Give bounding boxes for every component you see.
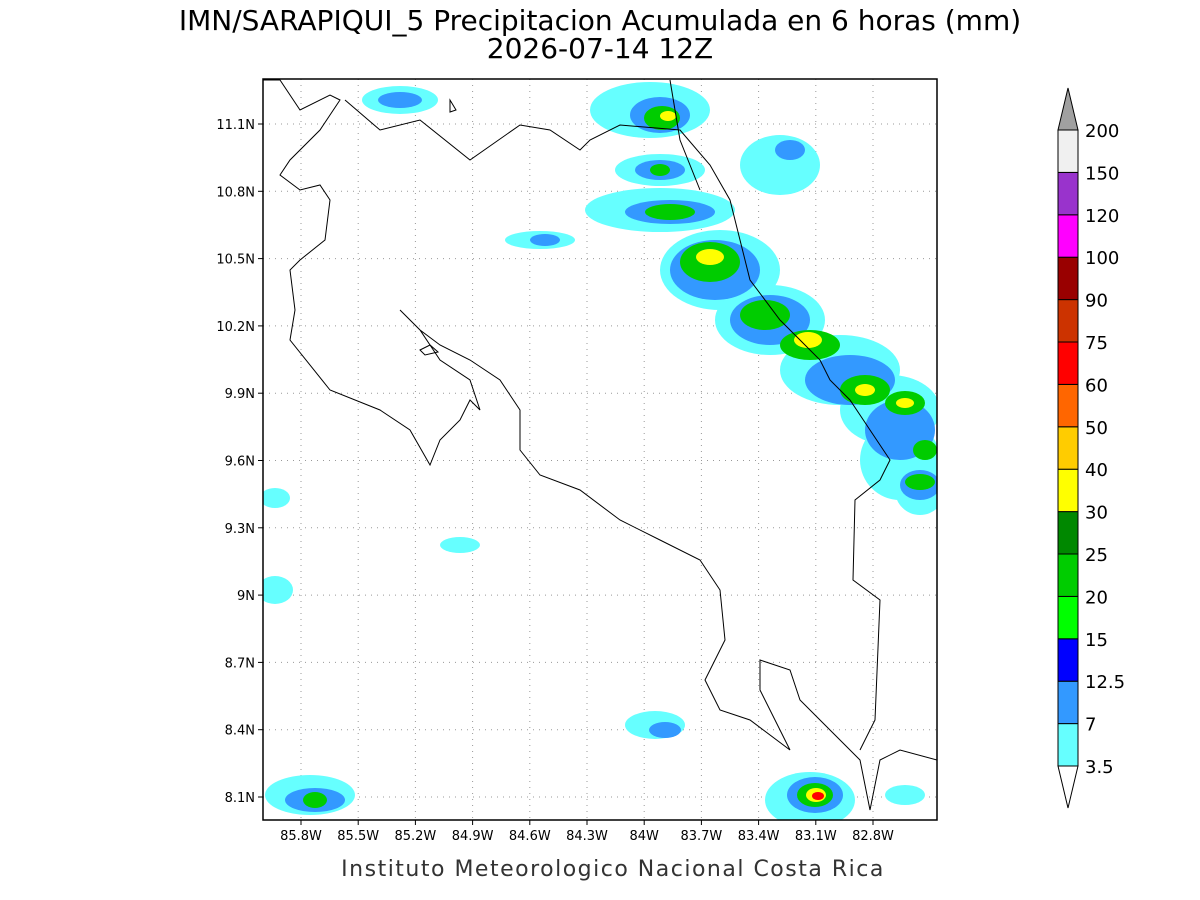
lon-label: 84W: [629, 829, 659, 844]
colorbar-box: [1057, 299, 1079, 343]
colorbar-label: 25: [1085, 545, 1108, 566]
grid: 11.1N 10.8N 10.5N 10.2N 9.9N 9.6N 9.3N 9N 8.7N 8.…: [216, 79, 937, 844]
colorbar-box: [1057, 129, 1079, 173]
lon-label: 83.1W: [795, 829, 837, 844]
lat-label: 9.9N: [225, 387, 255, 402]
colorbar-box: [1057, 256, 1079, 301]
colorbar-box: [1057, 468, 1079, 513]
coastline: [263, 79, 937, 811]
lon-label: 82.8W: [852, 829, 894, 844]
lat-label: 8.4N: [225, 724, 255, 739]
colorbar-box: [1057, 680, 1079, 725]
colorbar-label: 150: [1085, 163, 1119, 184]
colorbar-box: [1057, 511, 1079, 555]
lon-label: 84.3W: [566, 829, 608, 844]
colorbar-box: [1057, 638, 1079, 682]
title: IMN/SARAPIQUI_5 Precipitacion Acumulada …: [179, 4, 1021, 37]
precipitation: [263, 82, 937, 820]
colorbar-box: [1057, 383, 1079, 428]
lon-label: 85.5W: [337, 829, 379, 844]
lat-label: 8.1N: [225, 791, 255, 806]
colorbar-box: [1057, 171, 1079, 216]
colorbar-label: 20: [1085, 587, 1108, 608]
colorbar-label: 75: [1085, 333, 1108, 354]
colorbar-box: [1057, 553, 1079, 597]
colorbar-label: 12.5: [1085, 672, 1125, 693]
lon-label: 84.9W: [452, 829, 494, 844]
lat-label: 11.1N: [216, 118, 255, 133]
colorbar-label: 60: [1085, 375, 1108, 396]
colorbar-label: 40: [1085, 460, 1108, 481]
lat-label: 10.8N: [216, 185, 255, 200]
lat-label: 9.3N: [225, 522, 255, 537]
colorbar-label: 50: [1085, 418, 1108, 439]
colorbar-label: 3.5: [1085, 757, 1114, 778]
colorbar-label: 200: [1085, 121, 1119, 142]
colorbar-label: 90: [1085, 291, 1108, 312]
lat-label: 10.2N: [216, 320, 255, 335]
colorbar-label: 100: [1085, 248, 1119, 269]
colorbar-box: [1057, 595, 1079, 640]
colorbar-box: [1057, 426, 1079, 470]
subtitle: 2026-07-14 12Z: [487, 32, 713, 65]
footer: Instituto Meteorologico Nacional Costa R…: [341, 857, 885, 882]
colorbar-over: [1057, 87, 1079, 131]
colorbar: 3.5 7 12.5 15 20 25 30 40 50 60 75 90 100 120 150 200: [1057, 87, 1125, 809]
colorbar-label: 7: [1085, 715, 1096, 736]
colorbar-box: [1057, 214, 1079, 258]
colorbar-label: 30: [1085, 503, 1108, 524]
lon-label: 83.4W: [738, 829, 780, 844]
colorbar-label: 15: [1085, 630, 1108, 651]
lon-label: 84.6W: [509, 829, 551, 844]
map-frame: [262, 78, 938, 821]
colorbar-box: [1057, 341, 1079, 385]
lon-label: 85.8W: [280, 829, 322, 844]
lat-label: 9.6N: [225, 455, 255, 470]
lon-label: 85.2W: [394, 829, 436, 844]
colorbar-label: 120: [1085, 206, 1119, 227]
colorbar-box: [1057, 723, 1079, 767]
lat-label: 9N: [237, 589, 255, 604]
colorbar-under: [1057, 765, 1079, 809]
lat-label: 10.5N: [216, 253, 255, 268]
lat-label: 8.7N: [225, 656, 255, 671]
lon-label: 83.7W: [680, 829, 722, 844]
